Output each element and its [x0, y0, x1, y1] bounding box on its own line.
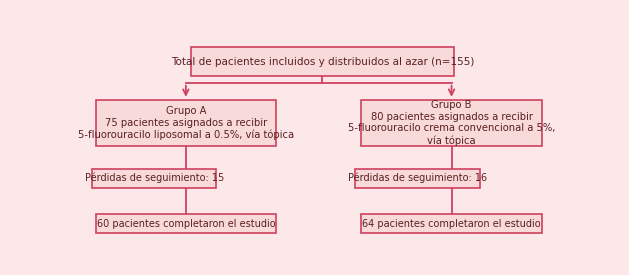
FancyBboxPatch shape — [191, 47, 454, 76]
Text: 64 pacientes completaron el estudio: 64 pacientes completaron el estudio — [362, 219, 541, 229]
FancyBboxPatch shape — [355, 169, 479, 188]
Text: 60 pacientes completaron el estudio: 60 pacientes completaron el estudio — [97, 219, 275, 229]
FancyBboxPatch shape — [362, 214, 542, 233]
Text: Grupo A
75 pacientes asignados a recibir
5-fluorouracilo liposomal a 0.5%, vía t: Grupo A 75 pacientes asignados a recibir… — [78, 106, 294, 140]
FancyBboxPatch shape — [362, 100, 542, 146]
FancyBboxPatch shape — [96, 100, 276, 146]
Text: Grupo B
80 pacientes asignados a recibir
5-fluorouracilo crema convencional a 5%: Grupo B 80 pacientes asignados a recibir… — [348, 100, 555, 146]
Text: Total de pacientes incluidos y distribuidos al azar (n=155): Total de pacientes incluidos y distribui… — [170, 57, 474, 67]
FancyBboxPatch shape — [96, 214, 276, 233]
Text: Pérdidas de seguimiento: 16: Pérdidas de seguimiento: 16 — [348, 173, 487, 183]
FancyBboxPatch shape — [92, 169, 216, 188]
Text: Pérdidas de seguimiento: 15: Pérdidas de seguimiento: 15 — [84, 173, 224, 183]
